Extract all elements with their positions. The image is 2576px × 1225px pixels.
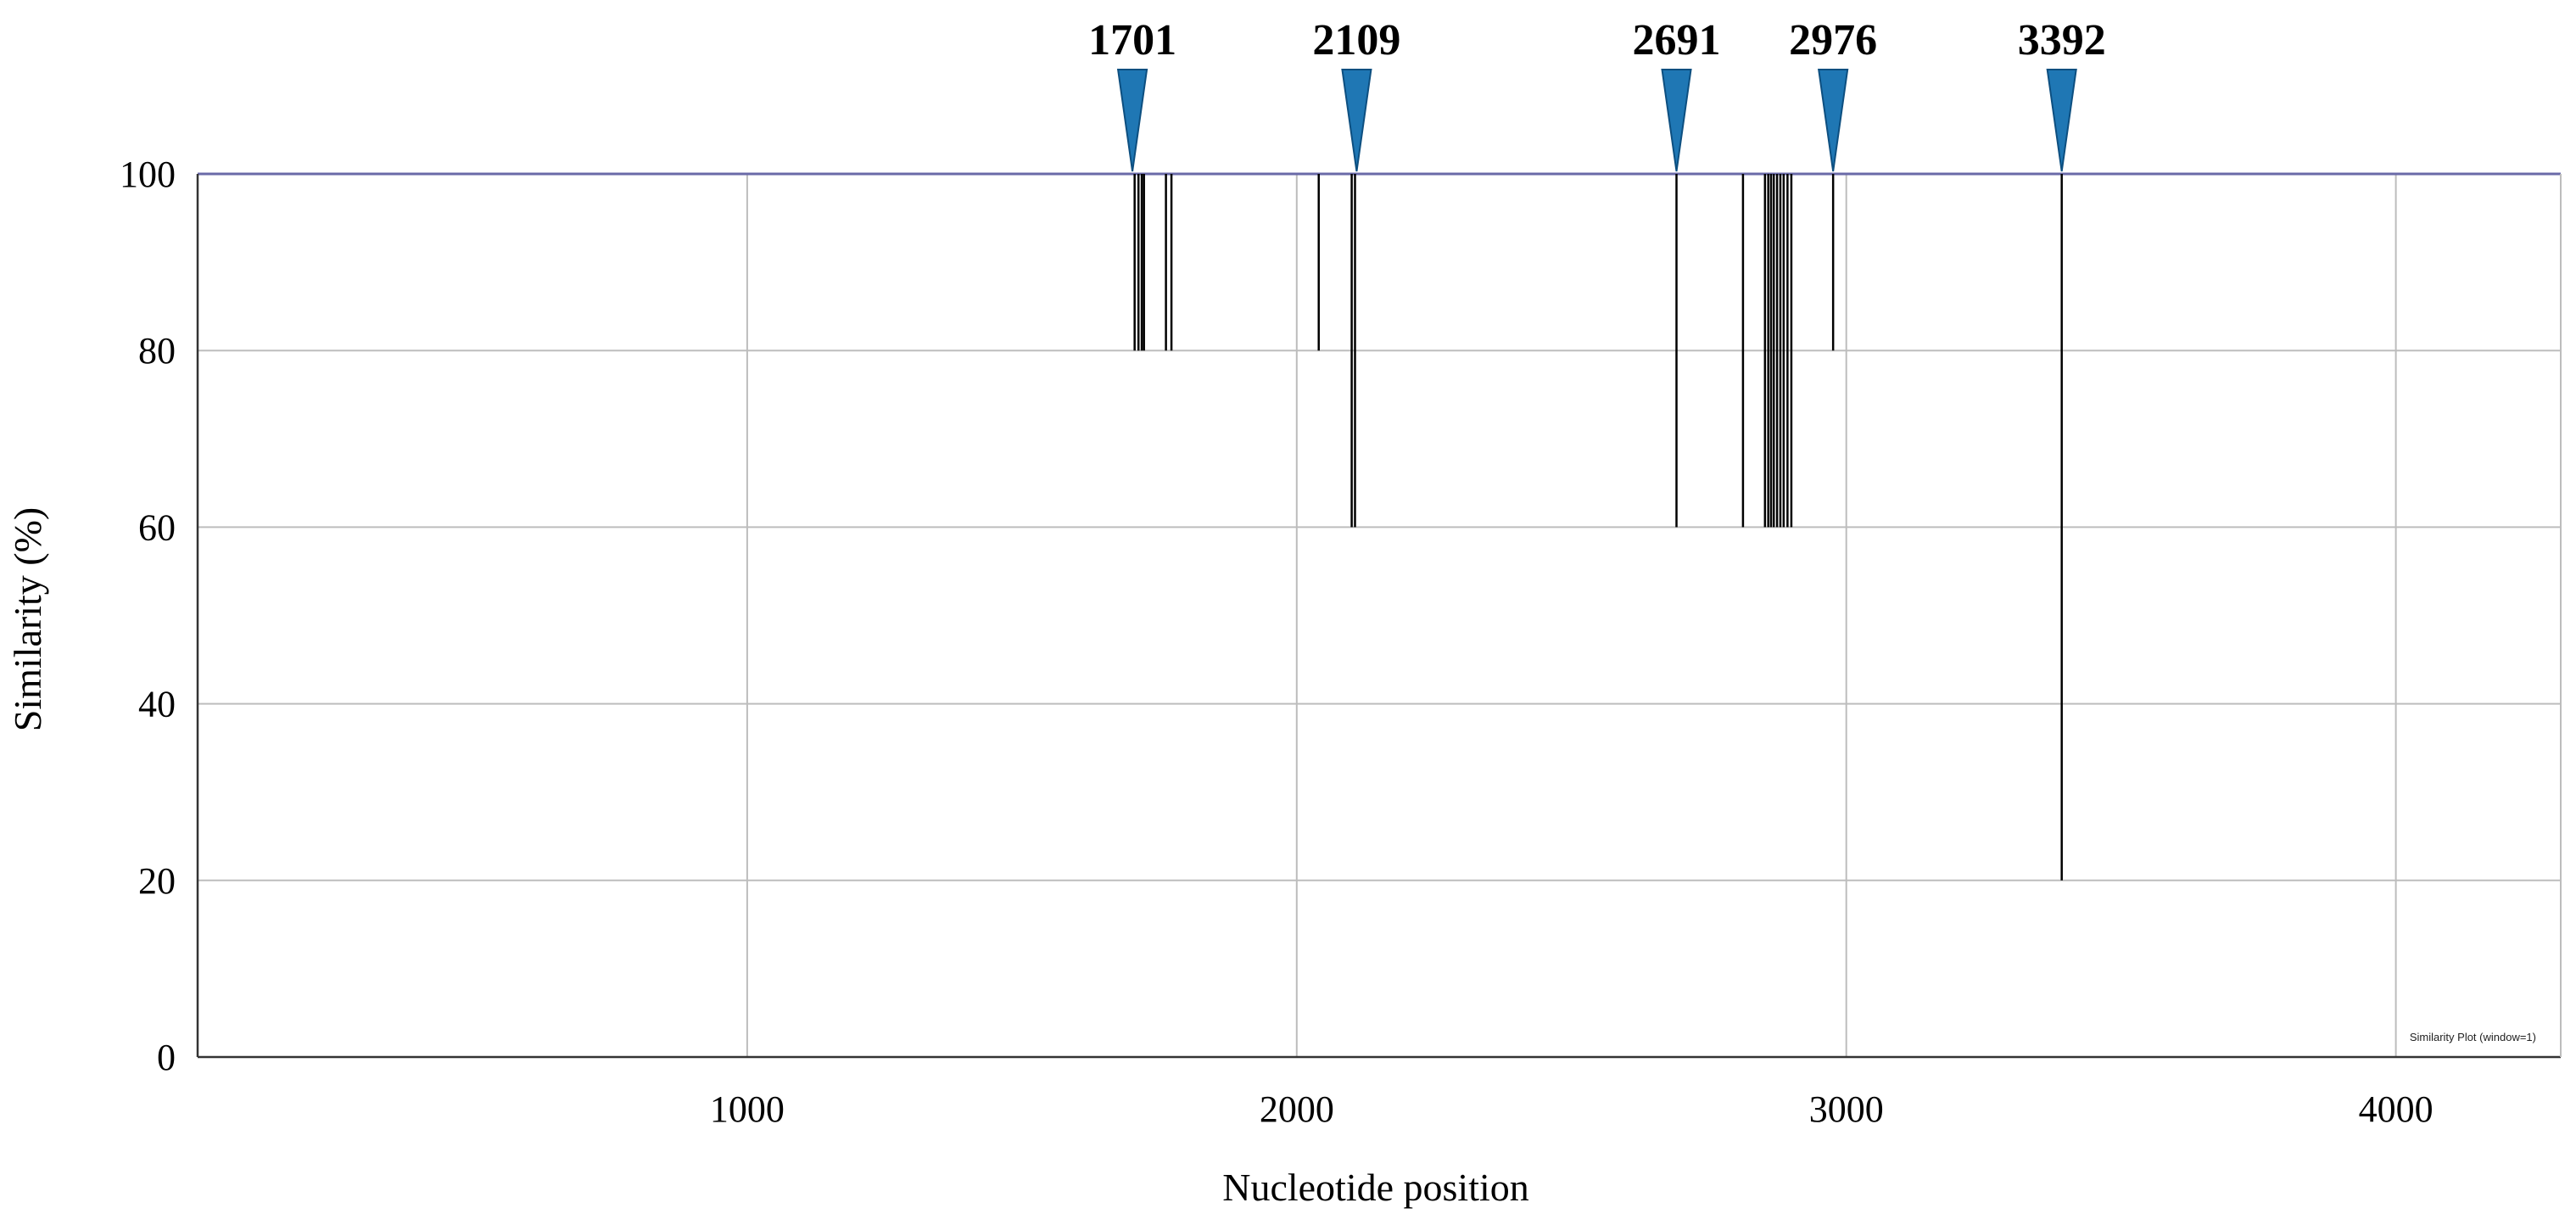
position-marker-2691 xyxy=(1661,69,1692,172)
position-marker-2109 xyxy=(1341,69,1372,172)
position-marker-label-2109: 2109 xyxy=(1312,16,1400,64)
position-markers: 1701 2109 2691 2976 3392 xyxy=(1088,16,2106,172)
similarity-series xyxy=(198,172,2561,881)
plot-window-note: Similarity Plot (window=1) xyxy=(2410,1031,2536,1043)
axes xyxy=(196,174,2562,1059)
x-tick-label-4000: 4000 xyxy=(2359,1088,2434,1130)
y-tick-label-20: 20 xyxy=(138,860,176,902)
y-tick-label-60: 60 xyxy=(138,506,176,548)
x-tick-label-1000: 1000 xyxy=(710,1088,785,1130)
position-marker-label-2976: 2976 xyxy=(1789,16,1877,64)
position-marker-label-1701: 1701 xyxy=(1088,16,1176,64)
y-tick-label-0: 0 xyxy=(157,1037,176,1078)
position-marker-2976 xyxy=(1818,69,1849,172)
x-axis-title: Nucleotide position xyxy=(1222,1166,1529,1209)
position-marker-label-3392: 3392 xyxy=(2018,16,2106,64)
y-axis-title: Similarity (%) xyxy=(6,507,49,731)
position-marker-label-2691: 2691 xyxy=(1633,16,1721,64)
grid xyxy=(198,174,2561,1057)
y-tick-label-100: 100 xyxy=(120,154,176,195)
y-tick-label-80: 80 xyxy=(138,330,176,372)
x-tick-label-2000: 2000 xyxy=(1260,1088,1334,1130)
y-tick-label-40: 40 xyxy=(138,684,176,725)
x-tick-label-3000: 3000 xyxy=(1809,1088,1884,1130)
position-marker-3392 xyxy=(2046,69,2077,172)
position-marker-1701 xyxy=(1116,69,1148,172)
tick-labels: 0 20 40 60 80 100 1000 2000 3000 4000 xyxy=(120,154,2434,1130)
